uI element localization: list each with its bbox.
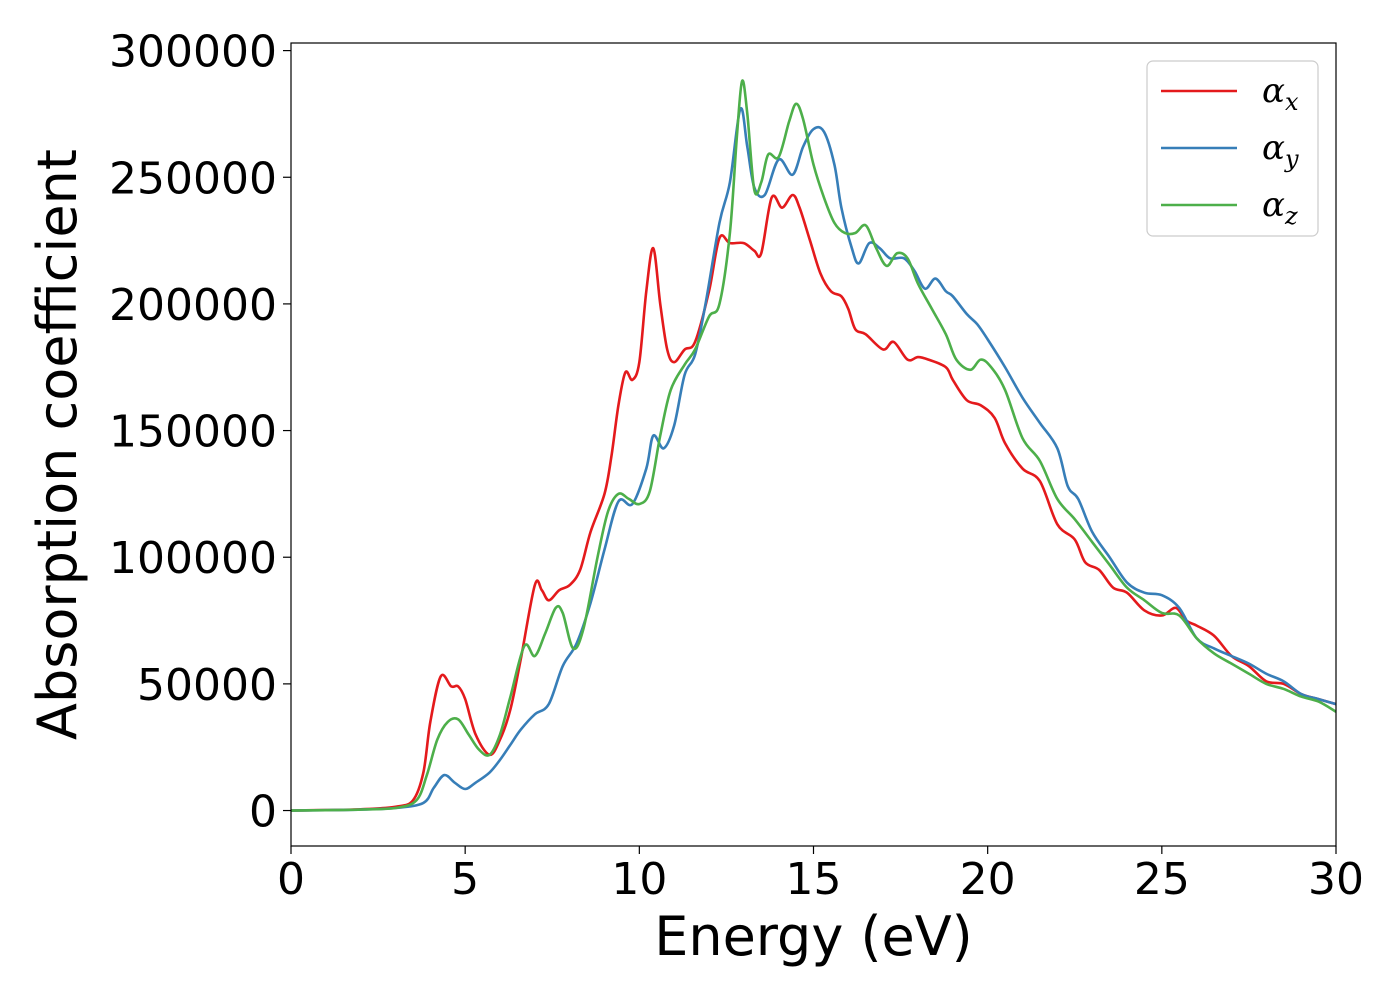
- ticks-layer: 0 5 10 15 20 25 30 0 50000 100000 150000 200000 2500…: [109, 27, 1364, 905]
- legend-label-subscript: z: [1284, 202, 1298, 230]
- series-line-x: [291, 193, 1336, 812]
- series-layer: [291, 79, 1336, 812]
- y-tick-label: 100000: [109, 533, 277, 584]
- legend-label-z: αz: [1262, 185, 1298, 230]
- x-axis-title: Energy (eV): [654, 905, 973, 968]
- x-tick-label: 25: [1134, 854, 1190, 905]
- x-tick-label: 5: [451, 854, 479, 905]
- y-tick-label: 300000: [109, 27, 277, 78]
- series-line-y: [291, 106, 1336, 812]
- y-tick-label: 0: [249, 787, 277, 838]
- y-tick-label: 200000: [109, 280, 277, 331]
- x-tick-label: 10: [611, 854, 667, 905]
- legend-label-symbol: α: [1262, 128, 1285, 168]
- x-tick-label: 0: [277, 854, 305, 905]
- legend-label-subscript: x: [1285, 88, 1299, 116]
- y-tick-label: 50000: [137, 660, 277, 711]
- legend-label-symbol: α: [1262, 185, 1285, 225]
- legend-label-symbol: α: [1262, 71, 1285, 111]
- x-tick-label: 30: [1308, 854, 1364, 905]
- legend-label-subscript: y: [1284, 145, 1299, 173]
- series-line-z: [291, 79, 1336, 812]
- y-tick-label: 150000: [109, 407, 277, 458]
- x-tick-label: 15: [786, 854, 842, 905]
- legend-label-x: αx: [1262, 71, 1299, 116]
- y-axis-title: Absorption coefficient: [26, 149, 89, 740]
- legend-label-y: αy: [1262, 128, 1299, 173]
- y-tick-label: 250000: [109, 153, 277, 204]
- x-tick-label: 20: [960, 854, 1016, 905]
